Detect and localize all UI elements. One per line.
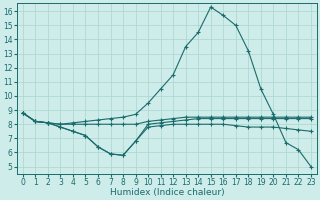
X-axis label: Humidex (Indice chaleur): Humidex (Indice chaleur): [109, 188, 224, 197]
